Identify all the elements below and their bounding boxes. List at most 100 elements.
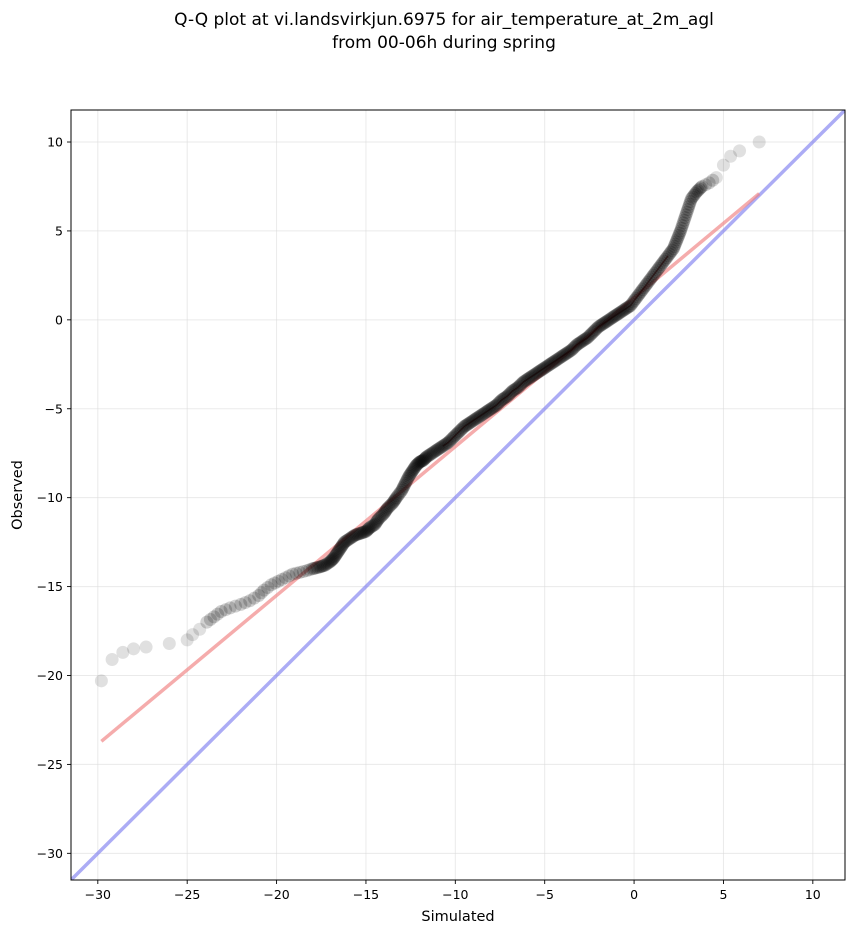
quantile-point-279 — [605, 311, 619, 325]
quantile-point-34 — [296, 564, 310, 578]
quantile-point-164 — [451, 426, 465, 440]
quantile-point-100 — [379, 503, 393, 517]
quantile-point-29 — [279, 571, 293, 585]
quantile-point-251 — [567, 340, 581, 354]
quantile-point-28 — [275, 572, 289, 586]
quantile-point-301 — [634, 284, 648, 298]
quantile-point-109 — [389, 491, 403, 505]
quantile-point-245 — [559, 347, 573, 361]
quantile-point-204 — [504, 385, 518, 399]
quantile-point-258 — [577, 333, 591, 347]
quantile-point-1 — [105, 652, 119, 666]
quantile-point-233 — [543, 357, 557, 371]
quantile-point-137 — [416, 453, 430, 467]
quantile-point-54 — [328, 550, 342, 564]
quantile-point-149 — [430, 443, 444, 457]
quantile-point-286 — [614, 305, 628, 319]
quantile-point-228 — [536, 362, 550, 376]
quantile-point-213 — [516, 375, 530, 389]
quantile-point-38 — [307, 561, 321, 575]
quantile-point-194 — [491, 397, 505, 411]
quantile-point-261 — [581, 331, 595, 345]
quantile-point-196 — [493, 394, 507, 408]
quantile-point-326 — [667, 239, 681, 253]
quantile-point-27 — [271, 574, 285, 588]
quantile-point-61 — [334, 540, 348, 554]
quantile-point-87 — [365, 519, 379, 533]
quantile-point-325 — [666, 242, 680, 256]
quantile-point-84 — [362, 522, 376, 536]
quantile-point-92 — [371, 513, 385, 527]
quantile-point-340 — [680, 205, 694, 219]
quantile-point-32 — [289, 566, 303, 580]
x-tick-label-2: −20 — [263, 887, 289, 902]
quantile-point-299 — [632, 288, 646, 302]
quantile-point-270 — [593, 319, 607, 333]
quantile-point-203 — [503, 387, 517, 401]
quantile-point-307 — [642, 274, 656, 288]
quantile-point-181 — [473, 409, 487, 423]
quantile-point-67 — [340, 533, 354, 547]
quantile-point-146 — [426, 445, 440, 459]
quantile-point-103 — [383, 499, 397, 513]
quantile-point-250 — [566, 342, 580, 356]
x-axis-ticks: −30 −25 −20 −15 −10 −5 0 5 10 — [85, 880, 821, 902]
quantile-point-276 — [601, 314, 615, 328]
quantile-point-289 — [618, 302, 632, 316]
quantile-point-89 — [368, 517, 382, 531]
quantile-point-283 — [610, 308, 624, 322]
quantile-point-126 — [406, 463, 420, 477]
quantile-point-22 — [254, 586, 268, 600]
quantile-point-215 — [519, 373, 533, 387]
quantile-point-288 — [617, 303, 631, 317]
quantile-point-141 — [420, 450, 434, 464]
quantile-point-186 — [480, 404, 494, 418]
quantile-point-236 — [547, 355, 561, 369]
quantile-point-161 — [447, 430, 461, 444]
quantile-point-300 — [633, 286, 647, 300]
quantile-point-335 — [675, 219, 689, 233]
quantile-point-6 — [180, 633, 194, 647]
quantile-point-310 — [646, 268, 660, 282]
quantile-point-205 — [506, 384, 520, 398]
quantile-point-277 — [602, 313, 616, 327]
quantile-point-296 — [628, 293, 642, 307]
quantile-point-253 — [570, 338, 584, 352]
quantile-point-360 — [733, 144, 747, 158]
quantile-point-138 — [417, 452, 431, 466]
quantile-point-201 — [500, 389, 514, 403]
quantile-point-255 — [573, 336, 587, 350]
quantile-point-333 — [674, 224, 688, 238]
grid — [71, 110, 845, 880]
quantile-point-303 — [637, 281, 651, 295]
quantile-point-317 — [656, 256, 670, 270]
quantile-point-79 — [356, 525, 370, 539]
quantile-point-260 — [579, 332, 593, 346]
quantile-point-59 — [332, 543, 346, 557]
quantile-point-127 — [407, 461, 421, 475]
quantile-point-80 — [358, 525, 372, 539]
quantile-point-262 — [582, 329, 596, 343]
x-tick-label-5: −5 — [535, 887, 553, 902]
x-tick-label-7: 5 — [719, 887, 727, 902]
quantile-point-252 — [569, 339, 583, 353]
quantile-point-293 — [623, 299, 637, 313]
quantile-point-43 — [315, 559, 329, 573]
quantile-point-208 — [510, 381, 524, 395]
quantile-point-118 — [399, 475, 413, 489]
quantile-point-45 — [318, 558, 332, 572]
quantile-point-0 — [94, 674, 108, 688]
quantile-point-74 — [350, 528, 364, 542]
quantile-point-305 — [640, 277, 654, 291]
quantile-point-188 — [483, 403, 497, 417]
quantile-point-256 — [574, 335, 588, 349]
quantile-point-130 — [410, 458, 424, 472]
quantile-point-69 — [343, 532, 357, 546]
quantile-point-162 — [448, 429, 462, 443]
quantile-point-332 — [673, 226, 687, 240]
quantile-point-354 — [699, 178, 713, 192]
x-tick-label-1: −25 — [174, 887, 200, 902]
quantile-point-17 — [234, 597, 248, 611]
quantile-point-263 — [583, 328, 597, 342]
quantile-point-9 — [200, 615, 214, 629]
